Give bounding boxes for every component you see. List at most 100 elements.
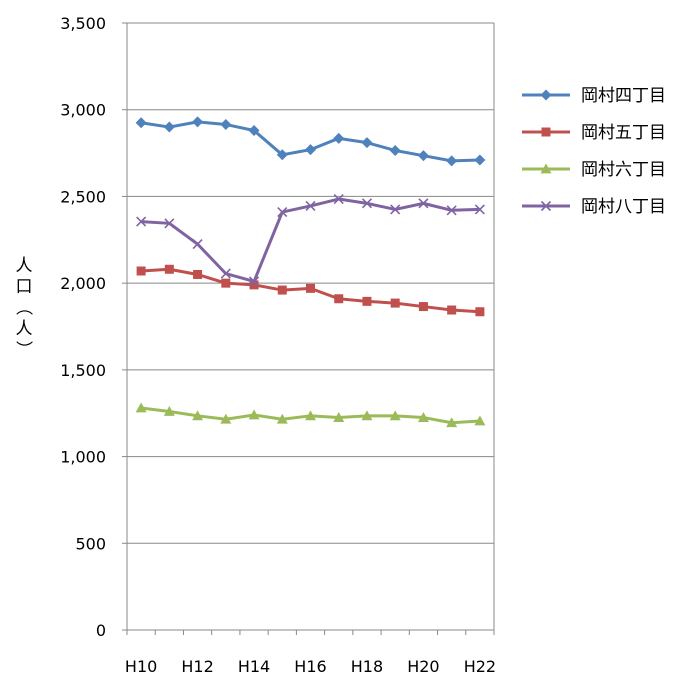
legend-label: 岡村五丁目: [581, 123, 666, 143]
x-marker-stroke: [418, 198, 429, 209]
gridlines: [122, 22, 495, 635]
series-2: [135, 402, 486, 428]
data-point: [305, 410, 316, 421]
data-point: [164, 218, 175, 229]
legend-label: 岡村八丁目: [581, 197, 666, 217]
legend-marker: [541, 127, 551, 137]
data-point: [135, 117, 147, 129]
data-point: [475, 307, 485, 317]
x-marker-stroke: [474, 204, 485, 215]
data-point: [418, 198, 429, 209]
x-marker-stroke: [164, 218, 175, 229]
data-point: [474, 204, 485, 215]
series-lines: [135, 116, 486, 428]
data-point: [447, 305, 457, 315]
data-point: [249, 280, 259, 290]
data-point: [333, 193, 344, 205]
x-tick-label: H14: [238, 657, 270, 676]
data-point: [474, 154, 486, 166]
data-point: [220, 268, 231, 279]
data-point: [417, 412, 429, 422]
legend-item-1: 岡村五丁目: [522, 123, 666, 143]
data-point: [418, 302, 428, 312]
data-point: [248, 276, 260, 287]
data-point: [361, 410, 373, 421]
x-tick-label: H20: [407, 657, 439, 676]
data-point: [446, 205, 457, 216]
data-point: [220, 413, 232, 424]
data-point: [276, 413, 288, 424]
y-tick-label: 500: [75, 534, 106, 553]
data-point: [305, 200, 316, 212]
x-marker-stroke: [361, 198, 373, 209]
y-axis-title-char: 人: [16, 256, 33, 276]
data-point: [361, 198, 373, 209]
legend-item-3: 岡村八丁目: [522, 197, 666, 217]
data-point: [474, 415, 486, 426]
data-point: [136, 266, 146, 276]
y-axis-title-char: ）: [13, 341, 33, 358]
series-1: [136, 264, 485, 317]
legend-item-0: 岡村四丁目: [522, 86, 666, 106]
x-marker-stroke: [446, 205, 457, 216]
data-point: [220, 118, 232, 130]
series-3: [136, 193, 485, 287]
y-axis-title: 人口（人）: [13, 256, 33, 358]
y-axis-title-char: 人: [16, 319, 33, 339]
data-point: [361, 137, 373, 149]
data-point: [192, 410, 204, 421]
data-point: [362, 296, 372, 306]
x-tick-label: H12: [181, 657, 213, 676]
data-point: [333, 132, 345, 144]
y-axis-tick-labels: 0 500 1,000 1,500 2,000 2,500 3,000 3,500: [60, 14, 106, 640]
y-tick-label: 2,500: [60, 187, 106, 206]
data-point: [390, 298, 400, 308]
data-point: [248, 125, 260, 137]
data-point: [446, 417, 458, 428]
x-marker-stroke: [248, 276, 260, 287]
x-marker-stroke: [305, 200, 316, 212]
data-point: [446, 155, 458, 167]
data-point: [277, 206, 288, 218]
legend-label: 岡村六丁目: [581, 160, 666, 180]
y-axis-title-char: 口: [16, 277, 33, 297]
x-marker-stroke: [220, 268, 231, 279]
x-marker-stroke: [192, 239, 203, 250]
x-tick-label: H22: [464, 657, 496, 676]
data-point: [192, 239, 203, 250]
legend-label: 岡村四丁目: [581, 86, 666, 106]
data-point: [192, 116, 204, 128]
x-tick-label: H18: [351, 657, 383, 676]
y-tick-label: 1,500: [60, 361, 106, 380]
y-tick-label: 3,500: [60, 14, 106, 33]
data-point: [193, 269, 203, 279]
data-point: [136, 216, 147, 227]
y-tick-label: 0: [96, 621, 106, 640]
data-point: [389, 410, 401, 421]
data-point: [305, 144, 316, 156]
x-marker-stroke: [390, 204, 401, 215]
data-point: [276, 149, 288, 161]
data-point: [163, 121, 175, 133]
data-point: [164, 264, 174, 274]
data-point: [306, 283, 315, 293]
x-marker-stroke: [136, 216, 147, 227]
x-axis-tick-labels: H10 H12 H14 H16 H18 H20 H22: [125, 657, 496, 676]
data-point: [163, 405, 175, 416]
y-tick-label: 3,000: [60, 101, 106, 120]
data-point: [135, 402, 147, 413]
x-marker-stroke: [333, 193, 344, 205]
x-tick-label: H16: [294, 657, 326, 676]
x-marker-stroke: [277, 206, 288, 218]
data-point: [248, 409, 260, 420]
data-point: [277, 285, 287, 295]
legend-item-2: 岡村六丁目: [522, 160, 666, 180]
y-axis-title-char: （: [13, 299, 33, 316]
data-point: [334, 294, 344, 304]
legend-marker: [540, 200, 552, 212]
y-tick-label: 1,000: [60, 448, 106, 467]
y-tick-label: 2,000: [60, 274, 106, 293]
x-marker-stroke: [540, 200, 552, 212]
